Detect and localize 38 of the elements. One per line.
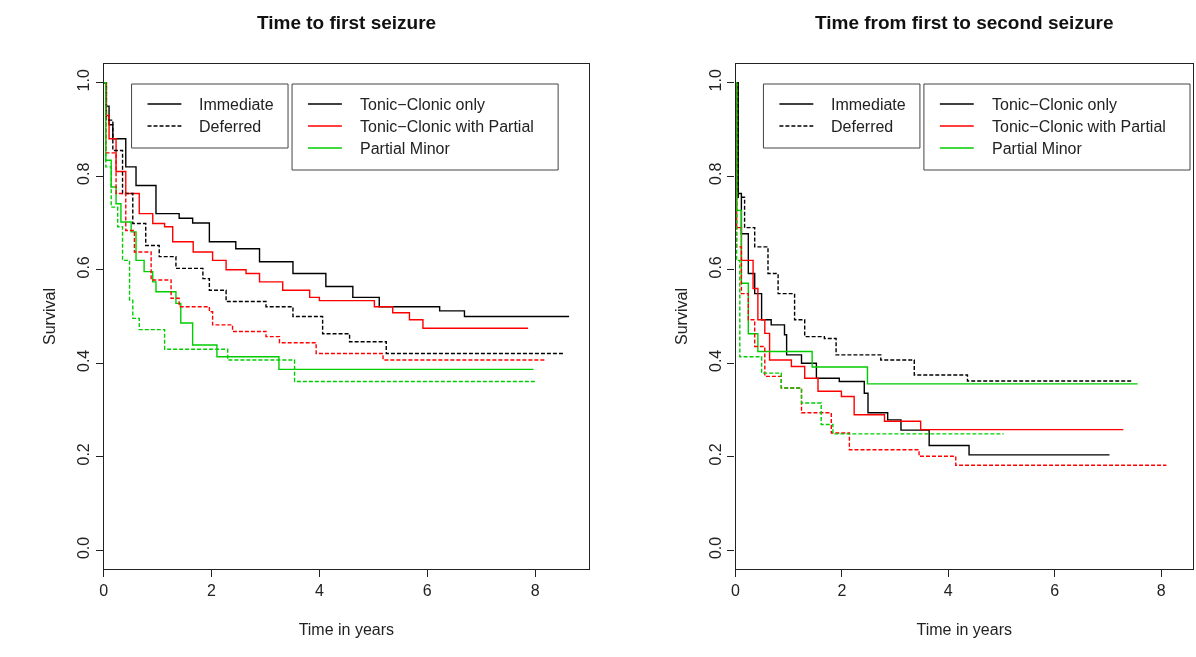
annotation: Immediate	[199, 96, 274, 113]
x-axis-title: Time in years	[298, 621, 395, 638]
y-tick-label: 0.6	[75, 256, 93, 279]
y-tick-label: 0.8	[75, 162, 93, 185]
y-tick-label: 0.2	[707, 443, 725, 466]
y-tick-label: 0.4	[707, 349, 725, 372]
annotation: Deferred	[831, 118, 894, 135]
x-tick-label: 6	[422, 582, 432, 600]
x-tick-label: 2	[837, 582, 847, 600]
chart-title: Time to first seizure	[257, 12, 437, 33]
y-axis-title: Survival	[41, 288, 59, 345]
x-tick-label: 4	[943, 582, 953, 600]
y-tick-label: 1.0	[75, 69, 93, 92]
y-tick-label: 1.0	[707, 69, 725, 92]
chart-title: Time from first to second seizure	[815, 12, 1114, 33]
x-tick-label: 0	[731, 582, 741, 600]
x-tick-label: 8	[530, 582, 540, 600]
annotation: Partial Minor	[360, 140, 451, 157]
y-tick-label: 0.0	[75, 536, 93, 560]
x-tick-label: 4	[314, 582, 324, 600]
y-tick-label: 0.2	[75, 443, 93, 466]
x-tick-label: 2	[207, 582, 217, 600]
annotation: Tonic−Clonic only	[360, 96, 485, 113]
x-axis-title: Time in years	[916, 621, 1012, 638]
y-tick-label: 0.6	[707, 256, 725, 279]
y-tick-label: 0.8	[707, 162, 725, 185]
annotation: Tonic−Clonic only	[992, 96, 1117, 113]
annotation: Deferred	[199, 118, 262, 135]
annotation: Tonic−Clonic with Partial	[360, 118, 534, 135]
annotation: Immediate	[831, 96, 906, 113]
x-tick-label: 8	[1156, 582, 1166, 600]
x-tick-label: 0	[99, 582, 109, 600]
y-tick-label: 0.0	[707, 536, 725, 560]
annotation: Partial Minor	[992, 140, 1083, 157]
x-tick-label: 6	[1050, 582, 1060, 600]
y-axis-title: Survival	[672, 288, 690, 345]
annotation: Tonic−Clonic with Partial	[992, 118, 1166, 135]
y-tick-label: 0.4	[75, 349, 93, 372]
